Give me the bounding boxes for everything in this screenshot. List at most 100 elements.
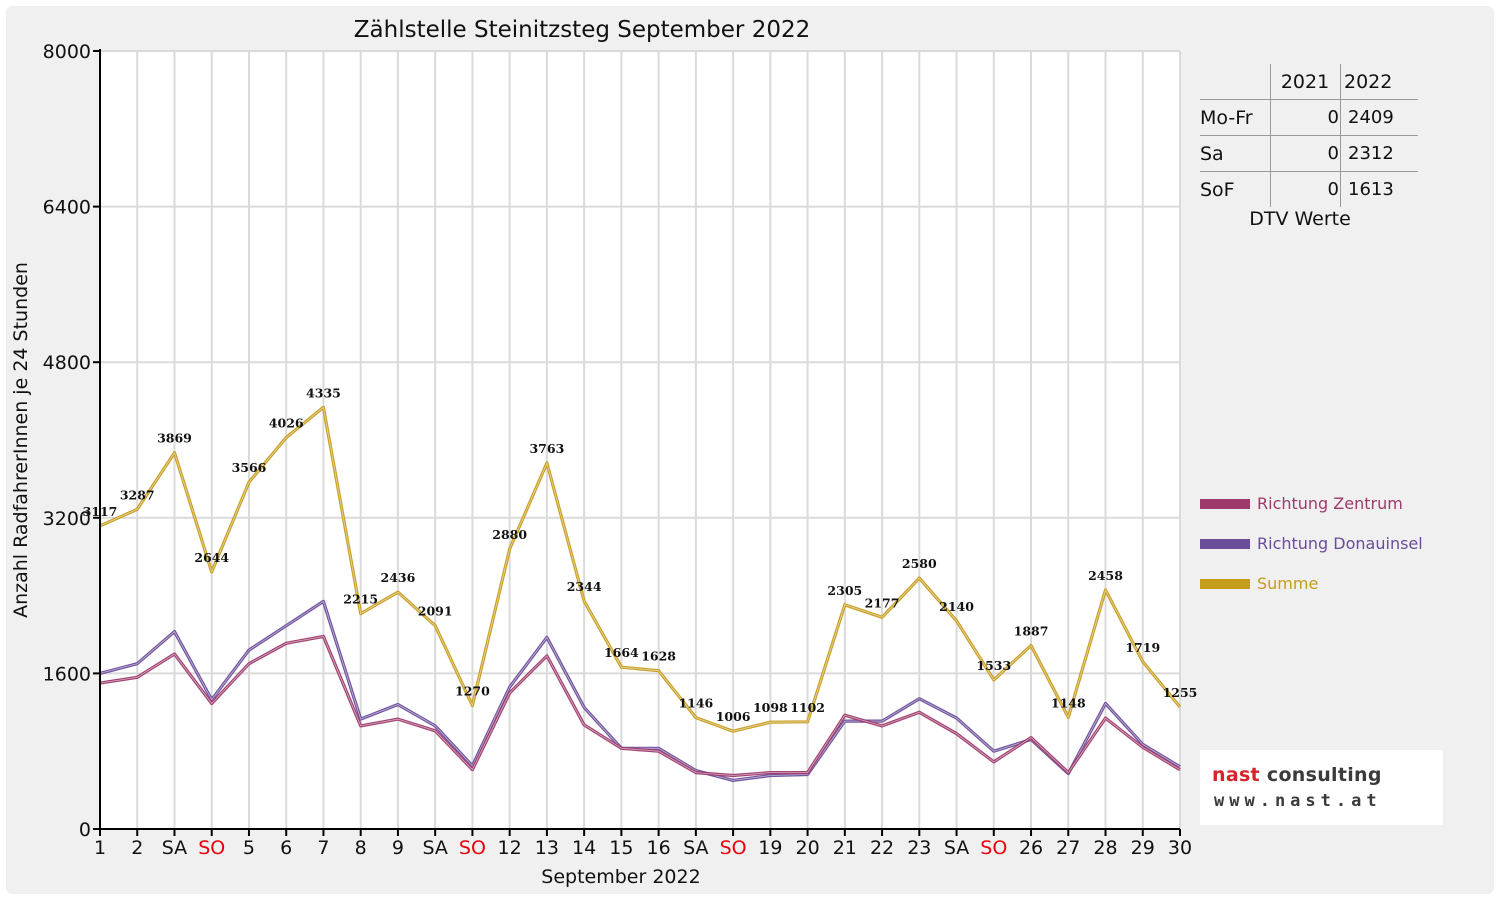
x-tick-label: 28 (1093, 837, 1117, 859)
dtv-header-2022: 2022 (1344, 70, 1393, 93)
data-label: 2458 (1088, 568, 1123, 583)
x-tick-label: 27 (1056, 837, 1080, 859)
x-tick-label: SA (683, 837, 708, 859)
y-tick-label: 6400 (43, 197, 91, 219)
x-tick-label: 30 (1168, 837, 1192, 859)
y-tick-label: 0 (79, 819, 91, 841)
logo-wordmark: nast consulting (1212, 764, 1382, 786)
data-label: 1148 (1051, 695, 1086, 710)
x-tick-label: 23 (907, 837, 931, 859)
data-label: 1098 (753, 700, 788, 715)
legend-swatch-summe (1200, 579, 1250, 589)
dtv-header-label (1200, 64, 1271, 100)
data-label: 2140 (939, 599, 974, 614)
dtv-value-2021: 0 (1270, 171, 1341, 207)
series-line-highlight-richtung-zentrum (99, 636, 1181, 776)
dtv-table: 2021 2022 Mo-Fr 0 2409 Sa 0 2312 SoF 0 1… (1200, 64, 1418, 207)
x-tick-label: 20 (795, 837, 819, 859)
data-label: 2436 (381, 570, 416, 585)
data-label: 1255 (1163, 685, 1198, 700)
data-label: 2215 (343, 592, 378, 607)
x-tick-label: 13 (535, 837, 559, 859)
series-lines (99, 405, 1182, 783)
logo-word-consulting: consulting (1266, 764, 1382, 786)
logo-url: www.nast.at (1214, 791, 1382, 811)
x-tick-label: 26 (1019, 837, 1043, 859)
x-tick-label: SO (459, 837, 486, 859)
data-label: 2580 (902, 556, 937, 571)
data-label: 1628 (641, 649, 676, 664)
data-label: 3287 (120, 487, 155, 502)
dtv-header-row: 2021 2022 (1200, 64, 1418, 100)
data-label: 3763 (529, 441, 564, 456)
series-line-highlight-summe (99, 406, 1181, 732)
data-label: 2344 (567, 579, 602, 594)
x-tick-label: SA (944, 837, 969, 859)
data-label: 1006 (716, 709, 751, 724)
dtv-row-sof: SoF 0 1613 (1200, 171, 1418, 207)
grid (100, 50, 1181, 829)
data-label: 3566 (232, 460, 267, 475)
x-tick-label: 2 (131, 837, 143, 859)
dtv-value-2022: 2312 (1348, 143, 1394, 164)
data-label: 3869 (157, 431, 192, 446)
data-label: 2091 (418, 604, 453, 619)
data-label: 1664 (604, 645, 639, 660)
dtv-row-label: Sa (1200, 135, 1271, 172)
data-label: 4026 (269, 415, 304, 430)
x-tick-label: 1 (94, 837, 106, 859)
data-label: 2177 (865, 595, 900, 610)
x-tick-label: 7 (317, 837, 329, 859)
x-axis-title: September 2022 (541, 866, 700, 888)
x-tick-label: 8 (355, 837, 367, 859)
dtv-value-2021: 0 (1270, 99, 1341, 136)
dtv-row-sa: Sa 0 2312 (1200, 135, 1418, 172)
y-tick-label: 8000 (43, 41, 91, 63)
x-tick-label: SO (720, 837, 747, 859)
x-tick-label: 19 (758, 837, 782, 859)
x-tick-label: 14 (572, 837, 596, 859)
x-tick-label: 15 (609, 837, 633, 859)
dtv-header-2021: 2021 (1270, 64, 1341, 100)
legend-swatch-zentrum (1200, 499, 1250, 509)
data-label: 1270 (455, 683, 490, 698)
x-tick-label: SO (198, 837, 225, 859)
logo-word-nast: nast (1212, 764, 1260, 786)
x-tick-label: SO (980, 837, 1007, 859)
x-tick-label: 16 (647, 837, 671, 859)
y-tick-label: 3200 (43, 508, 91, 530)
dtv-caption: DTV Werte (1249, 208, 1351, 230)
chart-title: Zählstelle Steinitzsteg September 2022 (354, 17, 810, 43)
x-tick-label: 5 (243, 837, 255, 859)
dtv-row-mofr: Mo-Fr 0 2409 (1200, 99, 1418, 136)
legend-label-summe: Summe (1257, 574, 1319, 593)
data-label: 2880 (492, 527, 527, 542)
x-tick-label: 29 (1131, 837, 1155, 859)
data-label: 2644 (194, 550, 229, 565)
dtv-value-2021: 0 (1270, 135, 1341, 172)
data-label: 1533 (976, 658, 1011, 673)
data-label: 1887 (1014, 623, 1049, 638)
x-tick-label: 12 (498, 837, 522, 859)
legend-label-donauinsel: Richtung Donauinsel (1257, 534, 1423, 553)
data-label: 1719 (1125, 640, 1160, 655)
data-label: 1102 (790, 700, 825, 715)
y-tick-label: 1600 (43, 663, 91, 685)
legend-label-zentrum: Richtung Zentrum (1257, 494, 1403, 513)
data-label: 1146 (678, 696, 713, 711)
dtv-value-2022: 1613 (1348, 179, 1394, 200)
dtv-row-label: SoF (1200, 171, 1271, 207)
x-tick-label: 21 (833, 837, 857, 859)
x-tick-label: SA (422, 837, 447, 859)
plot-area (100, 51, 1180, 829)
x-tick-label: 22 (870, 837, 894, 859)
y-axis-title: Anzahl RadfahrerInnen je 24 Stunden (10, 262, 32, 618)
dtv-value-2022: 2409 (1348, 107, 1394, 128)
x-tick-label: 6 (280, 837, 292, 859)
y-tick-label: 4800 (43, 352, 91, 374)
nast-consulting-logo: nast consulting www.nast.at (1200, 750, 1443, 825)
dtv-row-label: Mo-Fr (1200, 99, 1271, 136)
